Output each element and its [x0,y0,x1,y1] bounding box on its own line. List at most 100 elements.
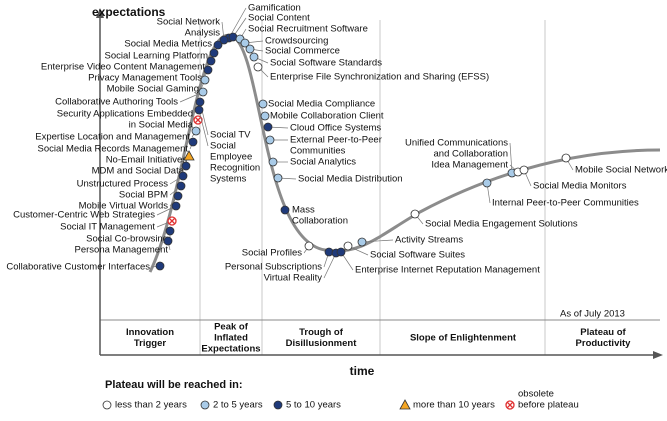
technology-label: Internal Peer-to-Peer Communities [492,198,639,209]
technology-marker [263,122,273,132]
technology-label: No-Email Initiatives [106,155,188,166]
technology-label: Mobile Social Gaming [107,84,199,95]
technology-marker [178,171,188,181]
technology-label: Social Profiles [242,248,302,259]
technology-marker [191,126,201,136]
phase-label: Peak of [214,322,249,333]
technology-marker [188,137,198,147]
legend-marker [507,402,513,408]
technology-label: Social IT Management [60,222,155,233]
technology-marker [410,209,420,219]
phase-label: Plateau of [580,327,626,338]
technology-label: Gamification [248,3,301,14]
technology-label: Crowdsourcing [265,36,328,47]
technology-label: Social Learning Platform [105,51,209,62]
technology-label: Idea Management [431,160,508,171]
technology-label: Activity Streams [395,235,463,246]
legend-label: 5 to 10 years [286,400,341,411]
technology-marker [561,153,571,163]
technology-marker [482,178,492,188]
technology-label: Analysis [185,28,221,39]
technology-marker [280,205,290,215]
technology-label: Collaborative Customer Interfaces [6,262,150,273]
technology-label: Social Media Monitors [533,181,627,192]
technology-marker [245,44,255,54]
as-of: As of July 2013 [560,309,625,320]
phase-label: Trough of [299,327,344,338]
technology-marker [169,218,175,224]
technology-label: External Peer-to-Peer [290,135,382,146]
technology-marker [273,173,283,183]
technology-label: in Social Media [129,120,194,131]
technology-label: Social Media Engagement Solutions [425,219,578,230]
technology-label: Social TV [210,130,251,141]
technology-label: Expertise Location and Management [35,132,190,143]
technology-marker [209,48,219,58]
technology [361,239,394,243]
technology-label: Privacy Management Tools [88,73,202,84]
technology-label: Social Co-browsing [86,234,168,245]
x-arrow [653,351,663,359]
technology [198,109,209,147]
technology-marker [206,56,216,66]
technology-label: Collaboration [292,216,348,227]
technology-label: Enterprise Internet Reputation Managemen… [355,265,540,276]
technology-label: Mobile Collaboration Client [270,111,384,122]
y-arrow [96,8,104,18]
legend-label: obsolete [518,389,554,400]
technology-label: Personal Subscriptions [225,262,322,273]
technology-label: Communities [290,146,346,157]
technology-label: Mobile Social Networks [575,165,667,176]
technology-label: Persona Management [75,245,169,256]
technology-label: Social Software Standards [270,58,382,69]
phase-label: Productivity [576,338,632,349]
technology-marker [203,65,213,75]
technology-label: Customer-Centric Web Strategies [13,210,155,221]
legend-marker [399,399,411,410]
technology-marker [519,165,529,175]
technology-label: Collaborative Authoring Tools [55,97,178,108]
technology-marker [249,52,259,62]
phase-label: Trigger [134,338,167,349]
legend-label: less than 2 years [115,400,187,411]
technology-marker [260,111,270,121]
technology-label: Social Software Suites [370,250,465,261]
technology-marker [195,117,201,123]
technology-label: Mobile Virtual Worlds [79,201,169,212]
technology-label: Enterprise Video Content Management [41,62,205,73]
technology-label: Enterprise File Synchronization and Shar… [270,72,489,83]
leader-line [323,252,337,279]
legend-label: 2 to 5 years [213,400,263,411]
technology [323,252,337,279]
technology-marker [165,226,175,236]
legend-marker [273,400,283,410]
technology-label: Virtual Reality [264,273,323,284]
technology-label: Social Media Compliance [268,99,375,110]
technology-marker [258,99,268,109]
technology-marker [336,247,346,257]
technology-marker [200,75,210,85]
technology-marker [304,241,314,251]
legend-marker [200,400,210,410]
technology-marker [253,62,263,72]
technology-label: and Collaboration [434,149,508,160]
legend-label: before plateau [518,400,579,411]
legend-title: Plateau will be reached in: [105,379,243,391]
technology-label: Security Applications Embedded [57,109,193,120]
technology-marker [357,237,367,247]
technology-marker [181,161,191,171]
technology-label: Systems [210,174,247,185]
y-axis-label: expectations [92,5,166,19]
technology-marker [219,35,229,45]
phase-label: Inflated [214,333,248,344]
technology-label: Unstructured Process [77,179,169,190]
technology-marker [195,97,205,107]
technology-label: Social [210,141,236,152]
x-axis-label: time [350,364,375,378]
phase-label: Innovation [126,327,174,338]
technology-marker [343,241,353,251]
legend-marker [102,400,112,410]
technology-marker [171,201,181,211]
technology-label: Social Media Distribution [298,174,403,185]
